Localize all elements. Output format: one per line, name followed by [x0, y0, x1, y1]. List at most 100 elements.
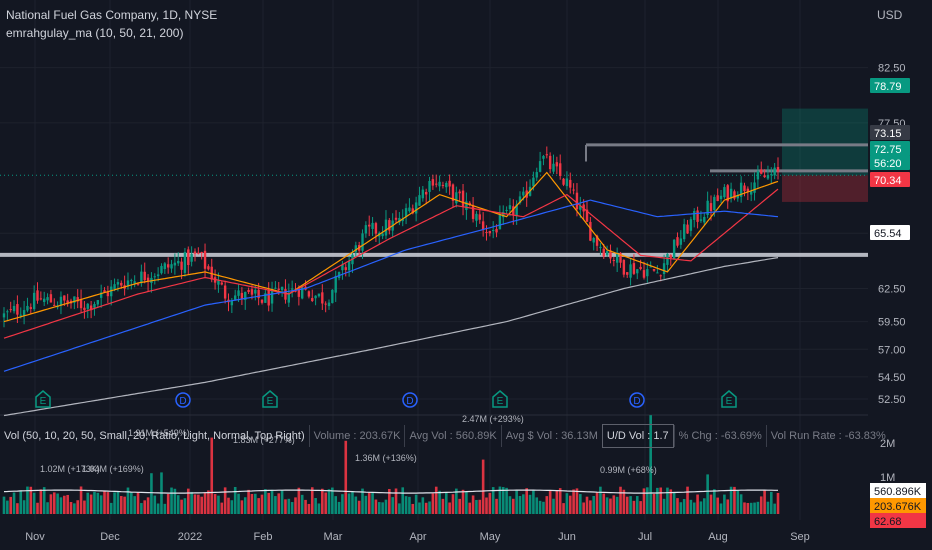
candle — [719, 189, 723, 204]
candle — [166, 257, 170, 274]
candle — [207, 264, 210, 271]
candle — [324, 301, 327, 313]
candle — [321, 284, 324, 310]
candle — [424, 188, 428, 205]
chart-title[interactable]: National Fuel Gas Company, 1D, NYSE — [6, 8, 218, 22]
volume-bar — [575, 488, 579, 514]
volume-bar — [133, 496, 136, 514]
candle — [233, 289, 237, 301]
volume-bar — [592, 496, 596, 514]
indicator-legend[interactable]: emrahgulay_ma (10, 50, 21, 200) — [6, 26, 184, 40]
volume-bar — [555, 490, 559, 514]
volume-bar — [136, 492, 140, 514]
price-label: 78.79 — [870, 78, 910, 93]
volume-bar — [66, 494, 69, 514]
candle — [244, 291, 247, 310]
volume-bar — [277, 493, 281, 514]
volume-bar — [619, 486, 622, 514]
svg-text:D: D — [633, 396, 640, 407]
candle — [455, 186, 458, 208]
volume-bar — [247, 489, 250, 514]
volume-bar — [347, 493, 351, 514]
candle — [133, 275, 136, 288]
volume-bar — [545, 496, 549, 514]
volume-title[interactable]: Vol (50, 10, 20, 50, Small, 20, Ratio, L… — [4, 430, 305, 442]
candle — [770, 167, 773, 184]
vol-stat-avg-dollar: Avg $ Vol : 36.13M — [500, 425, 602, 447]
candle — [26, 297, 29, 313]
volume-bar — [130, 492, 133, 514]
candle — [414, 196, 418, 222]
volume-bar — [528, 494, 532, 514]
time-tick: Aug — [708, 531, 728, 543]
volume-bar — [314, 498, 317, 514]
candle — [760, 161, 763, 175]
candle — [394, 210, 398, 223]
price-label: 65.54 — [870, 225, 910, 240]
candle — [572, 183, 575, 195]
volume-bar — [9, 496, 13, 514]
volume-bar — [451, 494, 455, 514]
vol-stat-ud: U/D Vol : 1.7 — [601, 424, 674, 448]
vol-stat-volume: Volume : 203.67K — [308, 425, 405, 447]
volume-bar — [723, 494, 726, 514]
candle — [706, 191, 709, 219]
candle — [347, 256, 351, 277]
candle — [344, 263, 347, 277]
volume-bar — [381, 502, 384, 514]
volume-bar — [240, 500, 244, 514]
volume-bar — [63, 495, 66, 514]
volume-bar — [602, 493, 606, 514]
volume-bar — [572, 489, 575, 514]
volume-bar — [495, 498, 498, 514]
volume-bar — [458, 498, 461, 514]
volume-bar — [461, 489, 465, 514]
price-labels: 78.79 73.15 72.75 56:20 70.34 65.54 — [870, 78, 910, 240]
currency-label: USD — [877, 8, 903, 22]
candle — [689, 216, 693, 237]
candle — [448, 174, 451, 195]
volume-bar — [488, 492, 492, 514]
volume-bar — [89, 494, 93, 514]
candle — [270, 281, 274, 312]
candle — [703, 212, 706, 226]
candle — [471, 197, 475, 223]
candle — [676, 232, 679, 248]
volume-bar — [223, 487, 227, 514]
volume-bar — [140, 503, 143, 514]
volume-bar — [243, 497, 247, 514]
volume-bar — [736, 490, 740, 514]
candle — [652, 268, 656, 272]
candle — [612, 257, 616, 267]
candle — [723, 184, 726, 199]
volume-bar — [113, 492, 116, 514]
candle — [311, 289, 314, 303]
volume-bars — [2, 415, 780, 514]
candle — [548, 152, 552, 174]
volume-bar — [371, 491, 374, 514]
dividend-icon: D — [629, 392, 645, 408]
volume-label: 560.896K — [870, 483, 926, 498]
candle — [46, 293, 49, 305]
volume-bar — [525, 488, 529, 514]
candle — [113, 278, 116, 292]
candle — [605, 245, 609, 257]
candle — [599, 242, 602, 256]
volume-bar — [612, 495, 616, 514]
volume-legend[interactable]: Vol (50, 10, 20, 50, Small, 20, Ratio, L… — [4, 423, 890, 449]
candle — [99, 284, 103, 308]
candle — [69, 298, 73, 309]
ma-line-MA21 — [3, 188, 779, 339]
svg-text:56:20: 56:20 — [874, 158, 902, 170]
volume-bar — [733, 486, 736, 514]
volume-bar — [595, 492, 599, 514]
volume-bar — [408, 496, 411, 514]
volume-bar — [267, 492, 271, 514]
time-axis[interactable]: Nov Dec 2022 Feb Mar Apr May Jun Jul Aug Sep — [25, 531, 810, 543]
candle — [388, 218, 391, 235]
price-tick: 54.50 — [878, 372, 906, 384]
volume-bar — [692, 502, 696, 514]
volume-bar — [391, 497, 394, 514]
